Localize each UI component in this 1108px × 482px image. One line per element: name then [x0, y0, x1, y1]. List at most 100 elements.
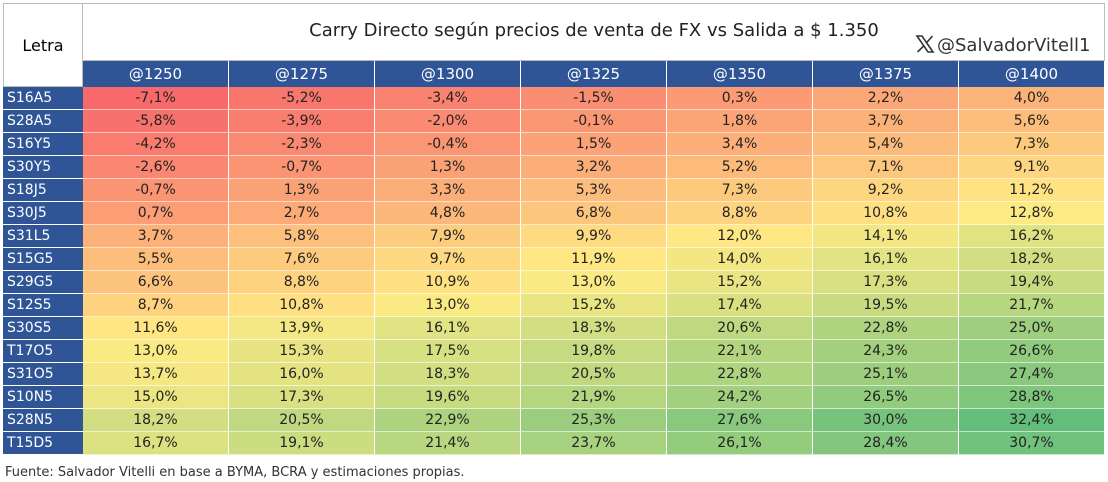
cell: 25,1% [813, 363, 959, 386]
cell: 8,7% [83, 294, 229, 317]
cell: -5,8% [83, 110, 229, 133]
column-header: @1400 [959, 61, 1105, 87]
cell: 17,5% [375, 340, 521, 363]
cell: 13,0% [375, 294, 521, 317]
row-label: S31O5 [3, 363, 83, 386]
handle: @SalvadorVitell1 [937, 34, 1091, 56]
cell: -0,4% [375, 133, 521, 156]
cell: 19,1% [229, 432, 375, 455]
cell: 11,9% [521, 248, 667, 271]
cell: 7,3% [667, 179, 813, 202]
cell: 1,5% [521, 133, 667, 156]
cell: 15,2% [521, 294, 667, 317]
cell: -2,3% [229, 133, 375, 156]
cell: 13,7% [83, 363, 229, 386]
cell: 20,6% [667, 317, 813, 340]
cell: 23,7% [521, 432, 667, 455]
cell: -2,0% [375, 110, 521, 133]
cell: 15,2% [667, 271, 813, 294]
cell: 8,8% [667, 202, 813, 225]
cell: 2,2% [813, 87, 959, 110]
cell: -2,6% [83, 156, 229, 179]
cell: -7,1% [83, 87, 229, 110]
cell: 16,1% [813, 248, 959, 271]
cell: 28,8% [959, 386, 1105, 409]
cell: -0,7% [229, 156, 375, 179]
x-logo [915, 35, 935, 53]
column-header: @1275 [229, 61, 375, 87]
cell: 27,6% [667, 409, 813, 432]
cell: 16,1% [375, 317, 521, 340]
cell: 13,9% [229, 317, 375, 340]
cell: 5,3% [521, 179, 667, 202]
row-label: S15G5 [3, 248, 83, 271]
cell: 22,8% [813, 317, 959, 340]
cell: 14,1% [813, 225, 959, 248]
cell: 16,0% [229, 363, 375, 386]
cell: 18,2% [959, 248, 1105, 271]
row-label: S10N5 [3, 386, 83, 409]
cell: -0,1% [521, 110, 667, 133]
cell: -5,2% [229, 87, 375, 110]
row-label: S16Y5 [3, 133, 83, 156]
row-label: S18J5 [3, 179, 83, 202]
row-label-header: Letra [3, 3, 83, 87]
title: Carry Directo según precios de venta de … [309, 19, 879, 41]
cell: -0,7% [83, 179, 229, 202]
title-cell [83, 3, 1105, 61]
cell: 11,2% [959, 179, 1105, 202]
cell: 9,2% [813, 179, 959, 202]
row-label: S29G5 [3, 271, 83, 294]
cell: 26,5% [813, 386, 959, 409]
column-header: @1250 [83, 61, 229, 87]
row-label: S16A5 [3, 87, 83, 110]
cell: 3,3% [375, 179, 521, 202]
footer: Fuente: Salvador Vitelli en base a BYMA,… [5, 464, 465, 480]
cell: 19,6% [375, 386, 521, 409]
cell: 24,3% [813, 340, 959, 363]
cell: 16,2% [959, 225, 1105, 248]
cell: 32,4% [959, 409, 1105, 432]
cell: 3,7% [813, 110, 959, 133]
cell: 16,7% [83, 432, 229, 455]
cell: 5,8% [229, 225, 375, 248]
row-label: T15D5 [3, 432, 83, 455]
cell: 13,0% [521, 271, 667, 294]
cell: 4,8% [375, 202, 521, 225]
cell: 11,6% [83, 317, 229, 340]
cell: 7,6% [229, 248, 375, 271]
cell: 10,8% [229, 294, 375, 317]
cell: 3,7% [83, 225, 229, 248]
cell: 30,0% [813, 409, 959, 432]
cell: -3,4% [375, 87, 521, 110]
cell: 4,0% [959, 87, 1105, 110]
row-label: S30S5 [3, 317, 83, 340]
cell: 5,4% [813, 133, 959, 156]
cell: 13,0% [83, 340, 229, 363]
cell: 17,4% [667, 294, 813, 317]
cell: 17,3% [229, 386, 375, 409]
cell: 7,3% [959, 133, 1105, 156]
cell: 5,6% [959, 110, 1105, 133]
row-label: S12S5 [3, 294, 83, 317]
column-header: @1300 [375, 61, 521, 87]
cell: 21,9% [521, 386, 667, 409]
cell: 3,4% [667, 133, 813, 156]
cell: 3,2% [521, 156, 667, 179]
cell: 9,7% [375, 248, 521, 271]
row-label: S31L5 [3, 225, 83, 248]
cell: -1,5% [521, 87, 667, 110]
cell: 1,8% [667, 110, 813, 133]
cell: 18,2% [83, 409, 229, 432]
cell: 10,9% [375, 271, 521, 294]
row-label: S30Y5 [3, 156, 83, 179]
cell: -3,9% [229, 110, 375, 133]
cell: 26,6% [959, 340, 1105, 363]
cell: 10,8% [813, 202, 959, 225]
cell: 21,7% [959, 294, 1105, 317]
cell: 8,8% [229, 271, 375, 294]
cell: 19,5% [813, 294, 959, 317]
cell: 18,3% [375, 363, 521, 386]
cell: 30,7% [959, 432, 1105, 455]
